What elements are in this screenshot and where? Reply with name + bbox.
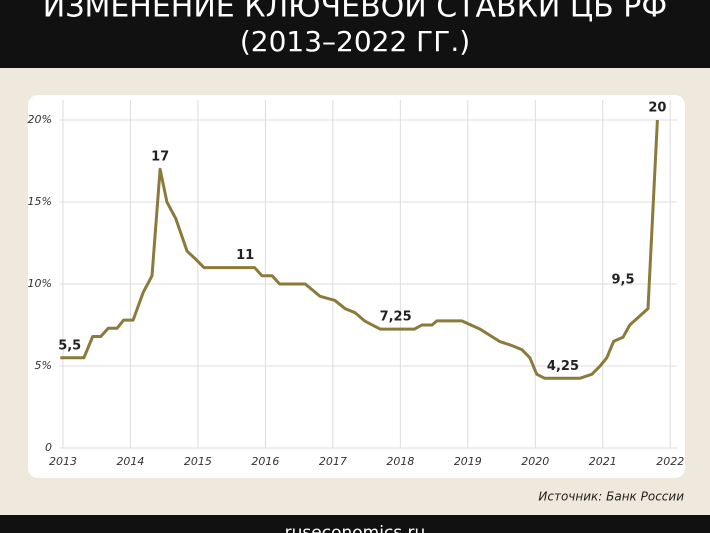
x-tick-label: 2019 [454,455,482,468]
y-tick-label: 5% [35,359,52,372]
x-tick-label: 2017 [319,455,347,468]
x-tick-label: 2013 [49,455,77,468]
subtitle: (2013–2022 ГГ.) [240,25,470,58]
y-tick-label: 0 [45,441,52,454]
x-tick-label: 2022 [656,455,684,468]
footer-band [0,515,710,533]
data-label: 17 [151,150,169,165]
footer: ruseconomics.ru [285,523,426,533]
x-tick-label: 2020 [521,455,549,468]
x-tick-label: 2015 [184,455,212,468]
y-tick-label: 20% [28,113,52,126]
x-tick-label: 2014 [116,455,144,468]
plot-panel [28,95,685,478]
y-tick-label: 15% [28,195,52,208]
source: Источник: Банк России [538,490,684,504]
x-tick-label: 2021 [589,455,617,468]
data-label: 11 [236,248,254,263]
data-label: 4,25 [547,359,579,374]
x-tick-label: 2016 [251,455,279,468]
data-label: 20 [648,101,666,116]
y-tick-label: 10% [28,277,52,290]
data-label: 5,5 [58,338,81,353]
data-label: 7,25 [380,310,412,325]
x-tick-label: 2018 [386,455,414,468]
rate-line [60,119,659,380]
header-band [0,0,710,68]
title: ИЗМЕНЕНИЕ КЛЮЧЕВОЙ СТАВКИ ЦБ РФ [43,0,667,25]
data-label: 9,5 [612,273,635,288]
